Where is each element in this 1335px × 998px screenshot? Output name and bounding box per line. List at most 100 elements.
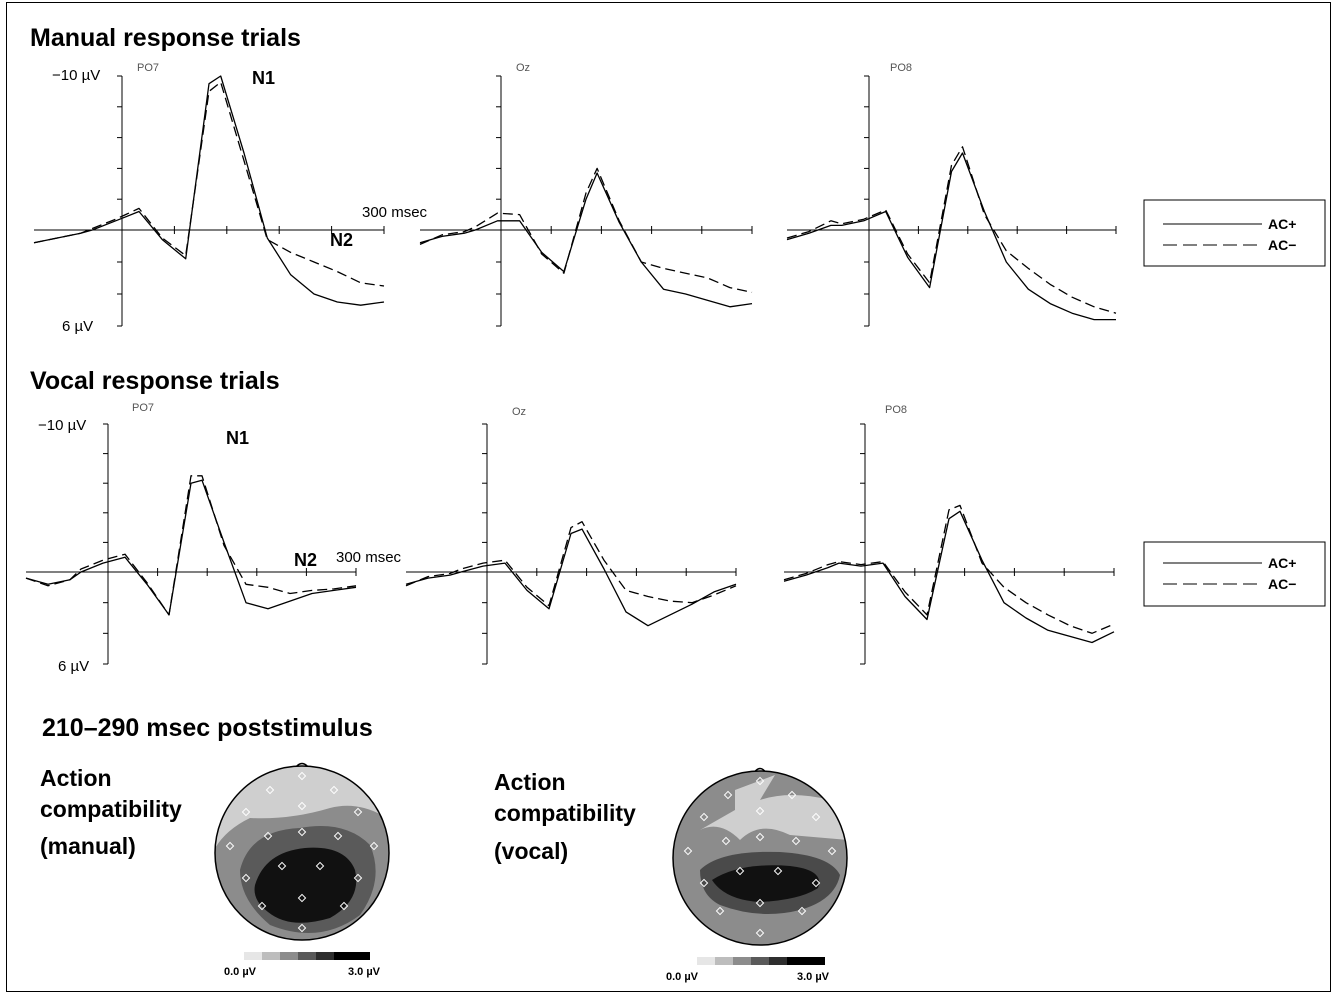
vocal-ytop-label: −10 µV <box>38 417 86 434</box>
series-manual-po8-ac-plus <box>786 152 1116 321</box>
electrode-marker-vocal <box>797 906 807 916</box>
electrode-marker-manual <box>263 831 273 841</box>
electrode-marker-vocal <box>755 806 765 816</box>
figure-frame <box>6 2 1331 992</box>
topomap-manual: 0.0 µV 3.0 µV <box>214 762 390 978</box>
topomap-vocal: 0.0 µV 3.0 µV <box>666 767 848 983</box>
legend-vocal-acminus: AC− <box>1268 576 1296 592</box>
electrode-marker-vocal <box>811 878 821 888</box>
electrode-marker-vocal <box>787 790 797 800</box>
topomap-vocal-scale-step-2 <box>715 957 733 965</box>
electrode-marker-manual <box>329 785 339 795</box>
electrode-marker-manual <box>339 901 349 911</box>
electrode-marker-vocal <box>723 790 733 800</box>
electrode-marker-manual <box>333 831 343 841</box>
electrode-marker-manual <box>297 801 307 811</box>
series-vocal-oz-ac-minus <box>405 521 737 607</box>
topomap-vocal-scale-step-4 <box>751 957 769 965</box>
electrode-marker-manual <box>369 841 379 851</box>
topo-manual-label-line2: compatibility <box>40 796 182 822</box>
channel-label-vocal-po7: PO7 <box>132 402 154 414</box>
electrode-marker-manual <box>241 807 251 817</box>
manual-n1-label: N1 <box>252 68 275 88</box>
vocal-section-title: Vocal response trials <box>30 367 280 395</box>
electrode-marker-manual <box>297 771 307 781</box>
topo-manual-label-line3: (manual) <box>40 833 136 859</box>
series-vocal-oz-ac-plus <box>405 528 737 627</box>
series-vocal-po8-ac-plus <box>783 510 1115 644</box>
electrode-marker-vocal <box>755 928 765 938</box>
electrode-marker-manual <box>315 861 325 871</box>
electrode-marker-manual <box>241 873 251 883</box>
electrode-marker-manual <box>297 893 307 903</box>
electrode-marker-vocal <box>699 812 709 822</box>
electrode-marker-manual <box>297 923 307 933</box>
channel-label-manual-po7: PO7 <box>137 62 159 74</box>
topo-section-title: 210–290 msec poststimulus <box>42 714 373 742</box>
channel-label-manual-po8: PO8 <box>890 62 912 74</box>
topomap-vocal-region-light <box>700 775 847 840</box>
series-vocal-po8-ac-minus <box>783 504 1115 634</box>
erp-panels <box>25 75 1117 665</box>
electrode-marker-vocal <box>791 836 801 846</box>
topomap-manual-region-light <box>215 766 389 850</box>
vocal-n1-label: N1 <box>226 428 249 448</box>
topo-manual-label-line1: Action <box>40 765 112 791</box>
topomap-vocal-scale-step-1 <box>697 957 715 965</box>
topomap-vocal-scale-step-3 <box>733 957 751 965</box>
electrode-marker-vocal <box>683 846 693 856</box>
legend-manual: AC+ AC− <box>1143 199 1326 267</box>
series-manual-po8-ac-minus <box>786 146 1117 314</box>
series-manual-po7-ac-minus <box>33 81 385 287</box>
topomap-manual-region-darkest <box>254 847 357 923</box>
topomap-electrodes <box>225 771 837 938</box>
topomap-manual-scale-step-2 <box>262 952 280 960</box>
topomap-vocal-head <box>672 770 848 946</box>
legend-vocal-acplus: AC+ <box>1268 555 1296 571</box>
manual-time-label: 300 msec <box>362 204 428 221</box>
series-vocal-po7-ac-minus <box>25 475 357 616</box>
electrode-marker-vocal <box>755 776 765 786</box>
legend-vocal-box <box>1143 541 1326 607</box>
electrode-marker-vocal <box>755 898 765 908</box>
series-manual-po7-ac-plus <box>33 75 385 306</box>
electrode-marker-vocal <box>735 866 745 876</box>
electrode-marker-manual <box>353 807 363 817</box>
vocal-ybottom-label: 6 µV <box>58 658 89 675</box>
topomap-manual-scale-step-5 <box>316 952 334 960</box>
electrode-marker-manual <box>265 785 275 795</box>
electrode-marker-vocal <box>721 836 731 846</box>
series-manual-oz-ac-plus <box>419 172 753 308</box>
electrode-marker-manual <box>277 861 287 871</box>
electrode-marker-vocal <box>811 812 821 822</box>
channel-label-vocal-po8: PO8 <box>885 404 907 416</box>
topomap-manual-scale-step-1 <box>244 952 262 960</box>
electrode-marker-manual <box>353 873 363 883</box>
topomap-manual-scale-min: 0.0 µV <box>224 966 257 978</box>
topomap-manual-scale-max: 3.0 µV <box>348 966 381 978</box>
topomap-vocal-scale-max: 3.0 µV <box>797 971 830 983</box>
manual-ybottom-label: 6 µV <box>62 318 93 335</box>
legend-vocal: AC+ AC− <box>1143 541 1326 607</box>
topo-vocal-label-line3: (vocal) <box>494 838 568 864</box>
manual-n2-label: N2 <box>330 230 353 250</box>
electrode-marker-vocal <box>715 906 725 916</box>
topomap-vocal-region-darkest <box>712 865 820 902</box>
series-manual-oz-ac-minus <box>419 167 753 294</box>
legend-manual-acplus: AC+ <box>1268 216 1296 232</box>
electrode-marker-vocal <box>827 846 837 856</box>
channel-label-manual-oz: Oz <box>516 62 530 74</box>
topo-vocal-label-line1: Action <box>494 769 566 795</box>
vocal-n2-label: N2 <box>294 550 317 570</box>
manual-section-title: Manual response trials <box>30 24 301 52</box>
series-vocal-po7-ac-plus <box>25 479 357 616</box>
electrode-marker-vocal <box>755 832 765 842</box>
electrode-marker-manual <box>257 901 267 911</box>
vocal-time-label: 300 msec <box>336 549 402 566</box>
electrode-marker-vocal <box>699 878 709 888</box>
topomap-manual-scale-step-3 <box>280 952 298 960</box>
topomap-manual-scale-step-4 <box>298 952 316 960</box>
electrode-marker-vocal <box>773 866 783 876</box>
electrode-marker-manual <box>297 827 307 837</box>
